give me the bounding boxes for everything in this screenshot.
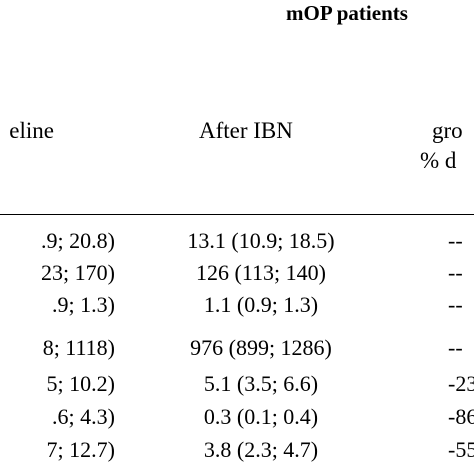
table-row: 8; 1118) 976 (899; 1286) -- — [0, 332, 474, 364]
cell-after-ibn: 976 (899; 1286) — [190, 335, 332, 360]
column-header-change-line2: % d — [420, 148, 457, 173]
cell-baseline: .9; 20.8) — [41, 228, 115, 253]
cell-baseline: 8; 1118) — [42, 335, 115, 360]
cell-after-ibn: 5.1 (3.5; 6.6) — [203, 371, 319, 396]
table-row: 5; 10.2) 5.1 (3.5; 6.6) -23 — [0, 368, 474, 400]
table-row: .6; 4.3) 0.3 (0.1; 0.4) -86 — [0, 401, 474, 433]
cell-change: -- — [448, 335, 463, 360]
header-divider — [0, 214, 474, 215]
column-header-change-line1: gro — [432, 118, 463, 143]
cell-after-ibn: 0.3 (0.1; 0.4) — [203, 404, 319, 429]
cell-change: -23 — [448, 371, 474, 396]
cell-change: -- — [448, 292, 463, 317]
cell-after-ibn: 126 (113; 140) — [196, 260, 326, 285]
cell-baseline: 23; 170) — [41, 260, 115, 285]
cell-baseline: 5; 10.2) — [46, 371, 115, 396]
cell-baseline: 7; 12.7) — [46, 437, 115, 462]
cell-after-ibn: 3.8 (2.3; 4.7) — [203, 437, 319, 462]
table-row: .9; 1.3) 1.1 (0.9; 1.3) -- — [0, 289, 474, 321]
group-header: mOP patients — [286, 1, 408, 25]
cell-change: -55 — [448, 437, 474, 462]
cell-after-ibn: 1.1 (0.9; 1.3) — [203, 292, 319, 317]
cell-baseline: .9; 1.3) — [52, 292, 115, 317]
column-header-baseline: eline — [9, 118, 54, 143]
table-row: 23; 170) 126 (113; 140) -- — [0, 257, 474, 289]
cell-change: -- — [448, 228, 463, 253]
cell-after-ibn: 13.1 (10.9; 18.5) — [187, 228, 335, 253]
column-header-after-ibn: After IBN — [199, 118, 293, 143]
table-row: .9; 20.8) 13.1 (10.9; 18.5) -- — [0, 225, 474, 257]
cell-change: -- — [448, 260, 463, 285]
cell-baseline: .6; 4.3) — [52, 404, 115, 429]
cell-change: -86 — [448, 404, 474, 429]
table-row: 7; 12.7) 3.8 (2.3; 4.7) -55 — [0, 434, 474, 466]
